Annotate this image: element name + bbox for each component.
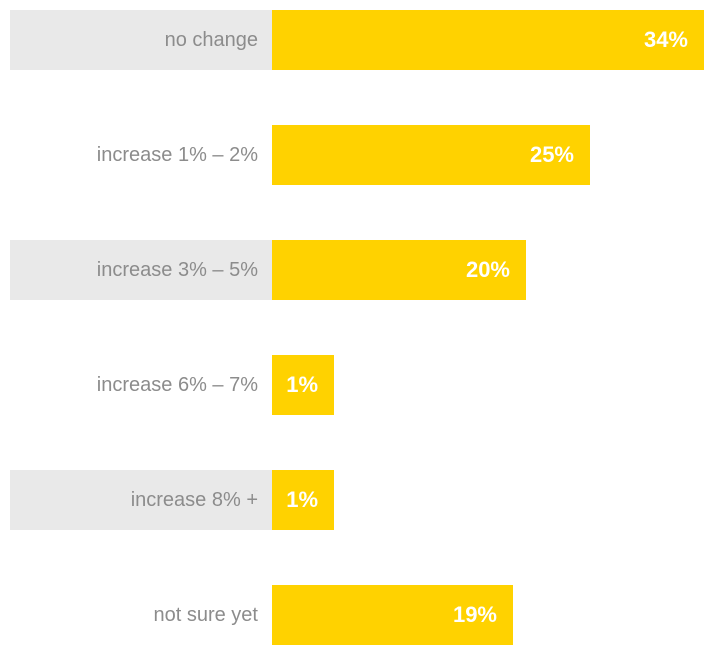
bar <box>272 470 334 530</box>
row-band <box>10 10 272 70</box>
category-label: increase 3% – 5% <box>96 259 258 281</box>
bar <box>272 10 704 70</box>
data-label: 1% <box>286 487 318 512</box>
data-label: 34% <box>643 27 688 52</box>
bar <box>272 585 513 645</box>
data-label: 1% <box>286 372 318 397</box>
bar <box>272 355 334 415</box>
row-band <box>10 470 272 530</box>
data-label: 25% <box>529 142 574 167</box>
bar <box>272 240 526 300</box>
row-band <box>10 240 272 300</box>
category-label: increase 6% – 7% <box>96 374 258 396</box>
category-label: increase 1% – 2% <box>96 144 258 166</box>
data-label: 19% <box>452 602 497 627</box>
category-label: not sure yet <box>153 604 258 626</box>
bar <box>272 125 590 185</box>
category-label: no change <box>164 29 258 51</box>
category-label: increase 8% + <box>130 489 258 511</box>
data-label: 20% <box>465 257 510 282</box>
